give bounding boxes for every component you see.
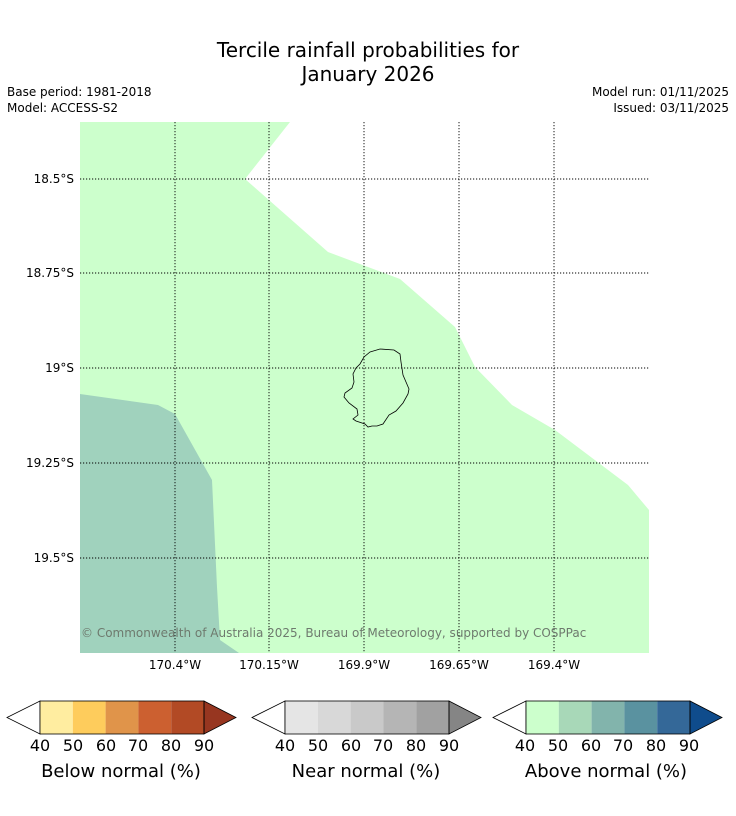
near-tick-50: 50 — [307, 736, 329, 755]
issued-date: Issued: 03/11/2025 — [613, 101, 729, 115]
below-swatch-2 — [72, 701, 106, 734]
model-name: Model: ACCESS-S2 — [7, 101, 119, 115]
near-tick-90: 90 — [438, 736, 460, 755]
below-min-arrow — [6, 700, 41, 735]
island-outline — [343, 348, 410, 428]
rainfall-map — [80, 122, 649, 653]
lon-label-169-4: 169.4°W — [527, 658, 581, 672]
lon-label-169-9: 169.9°W — [337, 658, 391, 672]
above-normal-50-60-region — [80, 394, 239, 653]
above-tick-60: 60 — [580, 736, 602, 755]
model-run: Model run: 01/11/2025 — [591, 85, 729, 99]
below-normal-colorbar — [6, 700, 237, 735]
below-swatch-1 — [40, 701, 73, 734]
near-normal-legend-title: Near normal (%) — [291, 761, 441, 782]
above-swatch-1 — [526, 701, 559, 734]
below-swatch-4 — [138, 701, 172, 734]
below-tick-60: 60 — [95, 736, 117, 755]
near-swatch-1 — [285, 701, 318, 734]
graticule — [80, 122, 649, 653]
near-swatch-2 — [317, 701, 351, 734]
base-period: Base period: 1981-2018 — [7, 85, 152, 99]
below-swatch-5 — [171, 701, 204, 734]
title-line-1: Tercile rainfall probabilities for — [216, 38, 520, 62]
meta-left: Base period: 1981-2018 Model: ACCESS-S2 — [7, 84, 152, 116]
lat-label-19-25: 19.25°S — [26, 456, 74, 470]
below-swatch-3 — [105, 701, 139, 734]
above-min-arrow — [492, 700, 527, 735]
near-swatch-4 — [383, 701, 417, 734]
below-tick-40: 40 — [29, 736, 51, 755]
lon-label-169-65: 169.65°W — [429, 658, 489, 672]
lon-label-170-4: 170.4°W — [148, 658, 202, 672]
title-line-2: January 2026 — [301, 62, 435, 86]
above-tick-80: 80 — [645, 736, 667, 755]
lat-label-18-5: 18.5°S — [33, 172, 74, 186]
below-tick-70: 70 — [127, 736, 149, 755]
lat-label-18-75: 18.75°S — [26, 266, 74, 280]
above-normal-legend-title: Above normal (%) — [524, 761, 688, 782]
below-tick-50: 50 — [62, 736, 84, 755]
below-tick-90: 90 — [193, 736, 215, 755]
above-swatch-5 — [657, 701, 690, 734]
near-tick-80: 80 — [405, 736, 427, 755]
above-tick-90: 90 — [678, 736, 700, 755]
copyright-text: © Commonwealth of Australia 2025, Bureau… — [81, 626, 587, 640]
above-max-arrow — [689, 700, 723, 735]
above-swatch-4 — [624, 701, 658, 734]
near-swatch-3 — [350, 701, 384, 734]
near-tick-60: 60 — [340, 736, 362, 755]
above-normal-colorbar — [492, 700, 723, 735]
map-title: Tercile rainfall probabilities for Janua… — [0, 38, 736, 86]
lon-label-170-15: 170.15°W — [239, 658, 299, 672]
near-min-arrow — [251, 700, 286, 735]
above-tick-40: 40 — [514, 736, 536, 755]
below-tick-80: 80 — [160, 736, 182, 755]
lat-label-19: 19°S — [45, 361, 74, 375]
above-tick-50: 50 — [547, 736, 569, 755]
meta-right: Model run: 01/11/2025 Issued: 03/11/2025 — [592, 84, 729, 116]
below-max-arrow — [203, 700, 237, 735]
below-normal-legend-title: Below normal (%) — [41, 761, 201, 782]
above-tick-70: 70 — [612, 736, 634, 755]
near-normal-colorbar — [251, 700, 482, 735]
above-swatch-3 — [591, 701, 625, 734]
above-swatch-2 — [558, 701, 592, 734]
near-tick-40: 40 — [274, 736, 296, 755]
near-tick-70: 70 — [372, 736, 394, 755]
lat-label-19-5: 19.5°S — [33, 551, 74, 565]
above-normal-40-50-region — [80, 122, 649, 653]
near-max-arrow — [448, 700, 482, 735]
near-swatch-5 — [416, 701, 449, 734]
